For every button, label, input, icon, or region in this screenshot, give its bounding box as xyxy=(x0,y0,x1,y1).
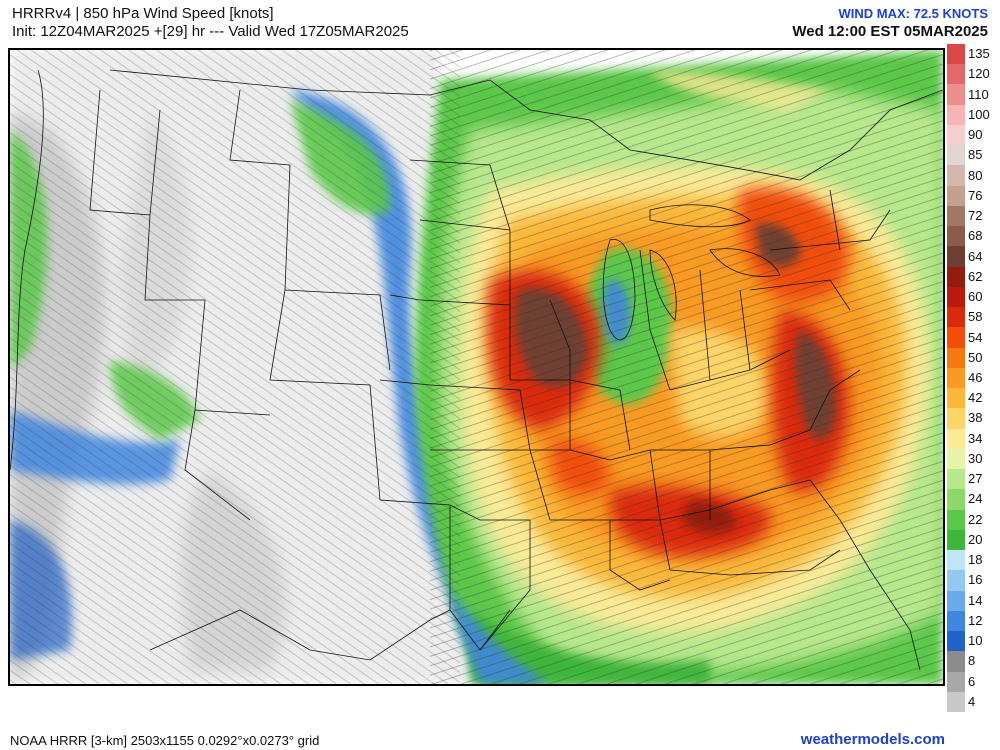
legend-label: 90 xyxy=(968,127,983,143)
legend-label: 60 xyxy=(968,289,983,305)
legend-label: 30 xyxy=(968,450,983,466)
legend-label: 24 xyxy=(968,491,983,507)
state-borders xyxy=(10,69,943,671)
legend-label: 80 xyxy=(968,167,983,183)
legend-swatch xyxy=(947,388,965,409)
chart-title: HRRRv4 | 850 hPa Wind Speed [knots] xyxy=(12,5,274,22)
legend-label: 100 xyxy=(968,106,990,122)
legend-swatch xyxy=(947,347,965,369)
legend-swatch xyxy=(947,428,965,450)
legend-label: 46 xyxy=(968,370,983,385)
legend-label: 64 xyxy=(968,248,983,264)
wind-max-label: WIND MAX: 72.5 KNOTS xyxy=(838,6,988,21)
legend-label: 68 xyxy=(968,228,983,244)
legend-label: 16 xyxy=(968,572,983,588)
legend-swatch xyxy=(947,124,965,146)
legend-label: 12 xyxy=(968,612,983,628)
model-info: NOAA HRRR [3-km] 2503x1155 0.0292°x0.027… xyxy=(10,733,320,748)
legend-swatch xyxy=(947,610,965,632)
legend-label: 22 xyxy=(968,511,983,527)
valid-local-time: Wed 12:00 EST 05MAR2025 xyxy=(792,23,988,40)
legend-swatch xyxy=(947,529,965,551)
legend-label: 27 xyxy=(968,471,983,487)
legend-label: 10 xyxy=(968,633,983,649)
legend-swatch xyxy=(947,631,965,652)
legend-label: 20 xyxy=(968,531,983,547)
legend-swatch xyxy=(947,550,965,571)
legend-swatch xyxy=(947,205,965,227)
legend-swatch xyxy=(947,165,965,187)
legend-label: 14 xyxy=(968,592,983,608)
legend-swatch xyxy=(947,367,965,389)
legend-label: 18 xyxy=(968,552,983,568)
legend-swatch xyxy=(947,226,965,247)
legend-label: 6 xyxy=(968,673,976,689)
legend-swatch xyxy=(947,570,965,592)
legend-swatch xyxy=(947,286,965,308)
legend-swatch xyxy=(947,408,965,430)
color-scale-legend xyxy=(947,44,965,713)
legend-label: 72 xyxy=(968,208,983,224)
legend-swatch xyxy=(947,489,965,511)
legend-label: 135 xyxy=(968,46,990,62)
legend-swatch xyxy=(947,671,965,693)
legend-swatch xyxy=(947,327,965,349)
legend-label: 120 xyxy=(968,66,990,82)
legend-swatch xyxy=(947,509,965,531)
legend-swatch xyxy=(947,44,965,65)
legend-swatch xyxy=(947,590,965,612)
wind-speed-map[interactable] xyxy=(8,48,945,686)
site-link[interactable]: weathermodels.com xyxy=(800,731,945,748)
legend-swatch xyxy=(947,64,965,85)
legend-label: 76 xyxy=(968,187,983,203)
legend-label: 110 xyxy=(968,86,989,102)
legend-swatch xyxy=(947,307,965,328)
streamlines xyxy=(10,50,943,684)
map-canvas xyxy=(10,50,943,684)
legend-label: 4 xyxy=(968,693,976,709)
legend-swatch xyxy=(947,266,965,288)
legend-swatch xyxy=(947,448,965,470)
legend-label: 34 xyxy=(968,430,983,446)
legend-swatch xyxy=(947,84,965,106)
legend-swatch xyxy=(947,104,965,126)
legend-swatch xyxy=(947,469,965,490)
legend-swatch xyxy=(947,691,965,713)
legend-swatch xyxy=(947,185,965,207)
legend-label: 38 xyxy=(968,410,983,426)
legend-label: 85 xyxy=(968,147,983,163)
legend-swatch xyxy=(947,651,965,672)
legend-swatch xyxy=(947,246,965,268)
legend-label: 62 xyxy=(968,268,983,284)
legend-swatch xyxy=(947,145,965,166)
legend-label: 42 xyxy=(968,390,983,406)
init-valid-line: Init: 12Z04MAR2025 +[29] hr --- Valid We… xyxy=(12,23,409,40)
legend-label: 50 xyxy=(968,349,983,365)
legend-label: 8 xyxy=(968,653,976,669)
legend-label: 54 xyxy=(968,329,983,345)
legend-label: 58 xyxy=(968,309,983,325)
